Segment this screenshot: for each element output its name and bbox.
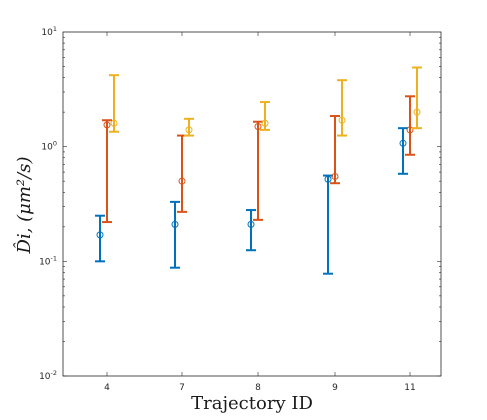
y-tick-label: 101 <box>41 25 57 38</box>
x-tick-label: 8 <box>255 383 261 393</box>
series-2 <box>102 95 415 224</box>
data-point <box>261 119 269 127</box>
x-tick-label: 11 <box>404 383 415 393</box>
y-tick-label: 10-2 <box>39 369 57 382</box>
data-point <box>110 119 118 127</box>
data-point <box>96 231 104 239</box>
y-tick-label: 10-1 <box>39 254 57 267</box>
data-point <box>331 172 339 180</box>
plot-area <box>62 31 442 377</box>
data-point <box>185 126 193 134</box>
data-point <box>103 121 111 129</box>
data-point <box>171 220 179 228</box>
data-point <box>338 116 346 124</box>
data-point <box>413 108 421 116</box>
y-tick-label: 100 <box>41 140 57 153</box>
x-axis-label: Trajectory ID <box>191 393 313 414</box>
data-point <box>324 175 332 183</box>
data-point <box>399 139 407 147</box>
x-tick-label: 7 <box>179 383 185 393</box>
y-axis-label: D̂i, (μm²/s) <box>13 157 35 255</box>
x-tick-label: 9 <box>332 383 338 393</box>
data-point <box>406 126 414 134</box>
data-point <box>178 177 186 185</box>
series-3 <box>109 66 422 137</box>
data-point <box>247 220 255 228</box>
series-1 <box>95 127 408 275</box>
data-point <box>254 122 262 130</box>
x-tick-label: 4 <box>104 383 110 393</box>
x-axis: 4 7 8 9 11 <box>104 32 416 393</box>
y-axis: 10-2 10-1 100 101 <box>39 25 441 382</box>
series-group <box>95 66 422 275</box>
